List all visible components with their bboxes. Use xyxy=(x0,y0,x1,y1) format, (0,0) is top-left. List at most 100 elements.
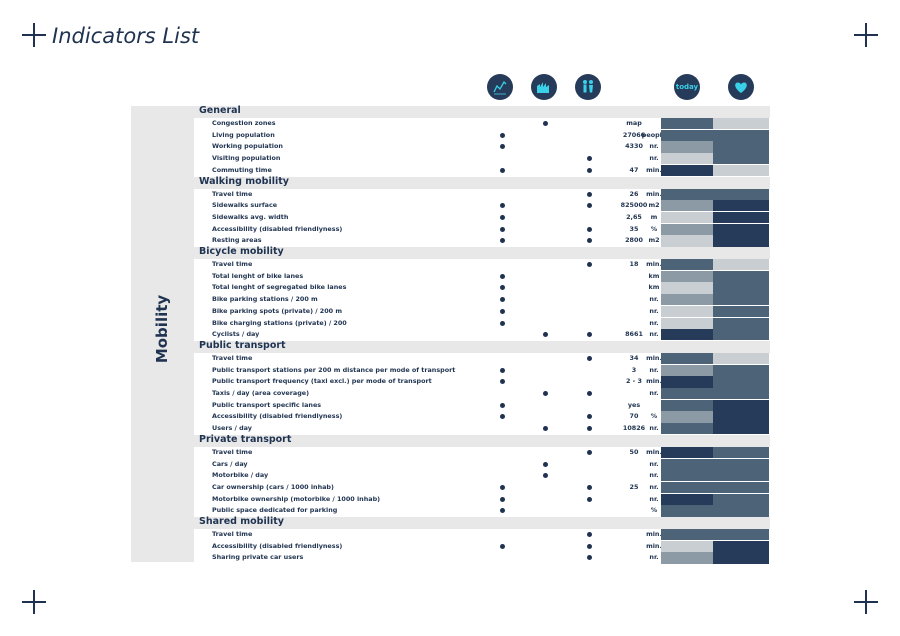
indicator-label: Sidewalks surface xyxy=(212,201,278,210)
indicator-unit: min. xyxy=(646,165,662,174)
today-rating-bar xyxy=(661,118,713,130)
category-dot xyxy=(543,461,548,467)
target-rating-bar xyxy=(713,388,769,400)
category-dot xyxy=(500,308,505,314)
indicator-label: Bike parking stations / 200 m xyxy=(212,295,318,304)
category-dot xyxy=(587,262,592,267)
indicator-row: Sidewalks surface m2 825000 xyxy=(194,200,770,212)
section-header: Private transport xyxy=(194,434,770,447)
indicator-unit: min. xyxy=(646,530,662,538)
indicator-row: Motorbike ownership (motorbike / 1000 in… xyxy=(194,493,770,506)
category-dot xyxy=(587,355,592,361)
indicator-label: Users / day xyxy=(212,424,252,433)
indicator-value: 3 xyxy=(631,365,637,374)
indicator-unit: % xyxy=(650,506,658,515)
today-rating-bar xyxy=(661,282,713,294)
today-rating-bar xyxy=(661,305,713,318)
indicator-unit: nr. xyxy=(649,330,659,339)
category-dot xyxy=(500,508,505,514)
today-rating-bar xyxy=(661,540,713,552)
indicator-label: Resting areas xyxy=(212,236,262,245)
indicator-row: Public space dedicated for parking% xyxy=(194,505,770,517)
today-rating-bar xyxy=(661,458,713,470)
indicator-row: Sidewalks avg. width m 2,65 xyxy=(194,211,770,224)
indicator-value: 35 xyxy=(629,224,639,233)
category-dot xyxy=(587,449,592,455)
indicator-value: 18 xyxy=(629,260,639,268)
indicator-value: yes xyxy=(627,400,641,409)
indicator-label: Travel time xyxy=(212,260,253,268)
category-dot xyxy=(543,426,548,432)
indicator-unit: km xyxy=(648,271,660,280)
today-rating-bar xyxy=(661,376,713,388)
section-header: Shared mobility xyxy=(194,516,770,529)
indicator-label: Accessibility (disabled friendlyness) xyxy=(212,412,343,421)
indicator-unit: m xyxy=(650,212,658,221)
category-dot xyxy=(543,473,548,479)
indicator-row: Bike parking stations / 200 m nr. xyxy=(194,294,770,306)
indicator-value: 825000 xyxy=(620,201,648,210)
category-dot xyxy=(543,332,548,338)
today-rating-bar xyxy=(661,505,713,517)
category-dot xyxy=(587,543,592,549)
indicator-label: Accessibility (disabled friendlyness) xyxy=(212,541,343,550)
indicator-unit: % xyxy=(650,412,658,421)
category-dot xyxy=(500,167,505,173)
indicator-unit: nr. xyxy=(649,424,659,433)
today-rating-bar xyxy=(661,223,713,235)
indicator-unit: nr. xyxy=(649,295,659,304)
section-title: Bicycle mobility xyxy=(199,246,284,257)
indicator-row: Visiting population nr. xyxy=(194,153,770,165)
indicator-row: Public transport frequency (taxi excl.) … xyxy=(194,376,770,388)
indicator-value: 2800 xyxy=(625,236,643,245)
today-rating-bar xyxy=(661,317,713,329)
indicator-row: Public transport stations per 200 m dist… xyxy=(194,364,770,377)
target-rating-bar xyxy=(713,129,769,141)
today-rating-bar xyxy=(661,235,713,247)
indicator-unit: nr. xyxy=(649,459,659,468)
today-rating-bar xyxy=(661,364,713,376)
indicator-value: 34 xyxy=(629,353,639,362)
category-dot xyxy=(500,132,505,138)
indicator-row: Travel time min. xyxy=(194,529,770,541)
section-title: Public transport xyxy=(199,339,286,351)
crop-mark xyxy=(854,590,878,614)
indicator-row: Motorbike / day nr. xyxy=(194,470,770,482)
target-rating-bar xyxy=(713,164,769,177)
today-rating-bar xyxy=(661,399,713,411)
indicator-unit: nr. xyxy=(649,482,659,491)
target-rating-bar xyxy=(713,446,769,459)
category-dot xyxy=(500,214,505,220)
indicator-label: Total lenght of segregated bike lanes xyxy=(212,283,347,292)
indicator-label: Travel time xyxy=(212,447,253,456)
category-dot xyxy=(587,391,592,396)
indicator-label: Motorbike / day xyxy=(212,471,269,480)
indicator-unit: nr. xyxy=(649,365,659,374)
today-rating-bar xyxy=(661,388,713,400)
indicator-row: Taxis / day (area coverage) nr. xyxy=(194,388,770,400)
category-dot xyxy=(587,426,592,432)
target-rating-bar xyxy=(713,481,769,494)
category-dot xyxy=(587,496,592,502)
indicator-row: Public transport specific lanes yes xyxy=(194,399,770,412)
category-dot xyxy=(500,203,505,209)
category-dot xyxy=(587,203,592,209)
target-rating-bar xyxy=(713,200,769,212)
category-dot xyxy=(500,297,505,303)
indicator-unit: min. xyxy=(646,447,662,456)
page-title: Indicators List xyxy=(52,24,200,48)
indicator-label: Commuting time xyxy=(212,165,272,174)
indicator-label: Congestion zones xyxy=(212,119,276,127)
today-rating-bar xyxy=(661,423,713,435)
category-dot xyxy=(543,391,548,396)
target-rating-bar xyxy=(713,411,769,423)
indicator-row: Congestion zones map xyxy=(194,118,770,130)
section-title: Walking mobility xyxy=(199,175,289,187)
category-dot xyxy=(500,273,505,279)
target-rating-bar xyxy=(713,458,769,470)
target-rating-bar xyxy=(713,505,769,517)
category-dot xyxy=(587,191,592,197)
target-rating-bar xyxy=(713,552,769,564)
category-dot xyxy=(500,144,505,150)
indicator-label: Sharing private car users xyxy=(212,553,304,562)
